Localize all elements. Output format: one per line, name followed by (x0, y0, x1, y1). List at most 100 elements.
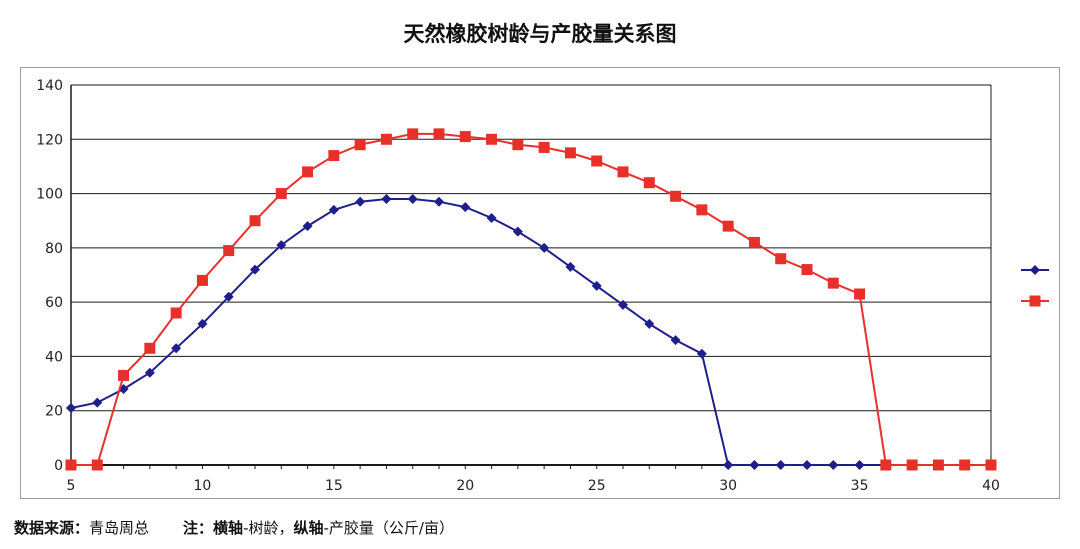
series-0-line (70, 198, 886, 466)
x-axis-label: 横轴 (213, 519, 244, 537)
series-0-point-20 (460, 202, 471, 213)
y-tick-label-120: 120 (36, 132, 63, 148)
x-tick-label-5: 5 (67, 478, 76, 494)
series-0-point-33 (802, 460, 812, 470)
x-tick-label-20: 20 (456, 478, 474, 494)
series-1-point-37 (906, 459, 918, 471)
gridlines (71, 84, 991, 412)
tick-labels: 0 20 40 60 80 100 120 140 5 10 15 20 25 30 35 40 (36, 78, 1000, 494)
series-0-point-32 (775, 460, 786, 470)
series-0-point-8 (144, 367, 155, 378)
series-1-point-30 (722, 220, 734, 232)
x-axis-desc: -树龄， (243, 519, 294, 537)
series-1-point-34 (827, 277, 839, 289)
series-0-point-27 (644, 318, 655, 329)
source-label: 数据来源： (14, 519, 90, 537)
series-1-point-16 (354, 139, 366, 151)
x-tick-label-30: 30 (719, 478, 737, 494)
series-1-point-35 (854, 288, 866, 300)
series-0-point-18 (407, 194, 418, 204)
series-1-point-14 (302, 166, 314, 178)
series-0-point-6 (92, 397, 103, 408)
series-1-point-32 (775, 253, 787, 265)
series-1-point-11 (223, 245, 235, 257)
chart-title: 天然橡胶树龄与产胶量关系图 (403, 22, 677, 46)
series-0-point-9 (171, 343, 182, 354)
series-1-point-23 (538, 141, 550, 153)
series-1-point-8 (144, 342, 156, 354)
footer-note: 数据来源：青岛周总 注：横轴-树龄，纵轴-产胶量（公斤/亩） (14, 517, 454, 538)
series-0-point-5 (66, 403, 76, 413)
series-0-point-25 (591, 280, 602, 291)
series-0-point-12 (250, 264, 260, 275)
series-1-point-7 (118, 369, 130, 381)
series-1-point-38 (932, 459, 944, 471)
series-0-point-31 (749, 460, 760, 470)
series-0-point-34 (828, 460, 839, 470)
y-tick-label-80: 80 (45, 241, 63, 257)
series-0-point-21 (486, 213, 497, 223)
series (65, 128, 997, 471)
series-1-point-6 (91, 459, 103, 471)
y-tick-label-0: 0 (54, 458, 63, 474)
series-1-point-12 (249, 215, 261, 227)
series-1-point-22 (512, 139, 524, 151)
series-0-point-28 (670, 335, 681, 346)
series-1-point-26 (617, 166, 629, 178)
series-1-point-15 (328, 150, 340, 162)
y-axis-label: 纵轴 (293, 519, 324, 537)
x-tick-label-25: 25 (588, 478, 606, 494)
series-0-point-30 (723, 460, 734, 470)
x-tick-label-40: 40 (982, 478, 1000, 494)
series-1-point-31 (748, 236, 760, 248)
series-1-point-17 (380, 133, 392, 145)
series-0-point-23 (539, 242, 550, 253)
series-0-point-10 (197, 318, 208, 329)
series-1-point-21 (486, 133, 498, 145)
series-0-point-17 (381, 194, 392, 204)
series-1-point-36 (880, 459, 892, 471)
legend-marker-1 (1029, 295, 1041, 307)
series-1-point-27 (643, 177, 655, 189)
series-0-point-13 (276, 240, 287, 251)
series-1-point-39 (959, 459, 971, 471)
x-tick-label-10: 10 (194, 478, 212, 494)
y-axis-desc: -产胶量（公斤/亩） (323, 519, 454, 537)
series-0-point-19 (434, 196, 444, 207)
series-0-point-35 (854, 460, 865, 470)
series-1-point-13 (275, 188, 287, 200)
x-tick-label-35: 35 (851, 478, 869, 494)
y-tick-label-140: 140 (36, 78, 63, 94)
series-0-point-22 (512, 226, 523, 237)
series-0-point-16 (355, 196, 366, 207)
series-1-point-5 (65, 459, 77, 471)
y-tick-label-100: 100 (36, 187, 63, 203)
legend (1021, 265, 1049, 307)
series-0-point-11 (223, 291, 234, 302)
series-0-point-26 (618, 299, 628, 310)
series-1-line (71, 132, 991, 466)
series-1-point-18 (407, 128, 419, 140)
x-tick-label-15: 15 (325, 478, 343, 494)
series-0-point-29 (696, 348, 707, 359)
series-0-point-15 (328, 204, 339, 215)
source-value: 青岛周总 (89, 519, 150, 537)
series-1 (65, 128, 997, 471)
y-tick-label-20: 20 (45, 404, 63, 420)
series-1-point-25 (591, 155, 603, 167)
y-tick-label-60: 60 (45, 295, 63, 311)
series-1-point-40 (985, 459, 997, 471)
series-1-point-29 (696, 204, 708, 216)
series-1-point-20 (459, 131, 471, 143)
series-1-point-19 (433, 128, 445, 140)
note-label: 注： (183, 519, 214, 537)
series-0 (66, 194, 891, 470)
series-1-point-10 (196, 274, 208, 286)
series-1-point-9 (170, 307, 182, 319)
y-tick-label-40: 40 (45, 349, 63, 365)
legend-marker-0 (1030, 265, 1040, 275)
series-1-point-24 (564, 147, 576, 159)
axes (70, 85, 992, 469)
series-0-point-24 (565, 261, 576, 272)
